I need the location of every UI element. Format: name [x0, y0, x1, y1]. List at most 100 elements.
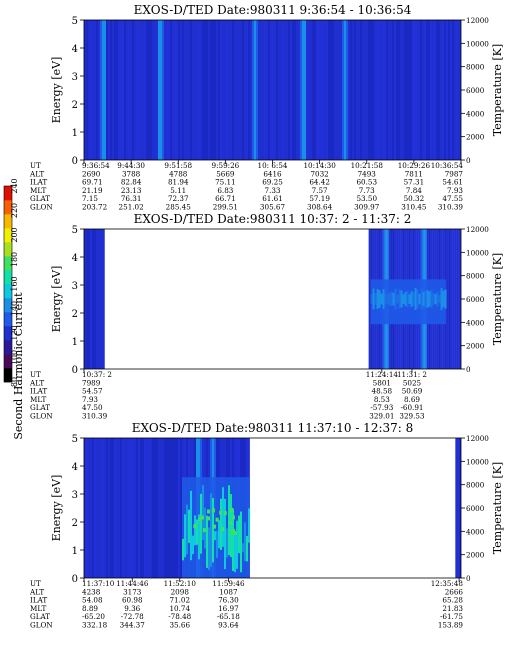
heatmap-column	[168, 20, 170, 160]
heatmap-column	[160, 20, 162, 160]
heatmap-feature	[226, 528, 228, 557]
y2-tick-label: 8000	[466, 272, 485, 281]
heatmap-column	[258, 20, 260, 160]
heatmap-column	[442, 20, 444, 160]
heatmap-column	[96, 229, 98, 369]
spectrogram-panel: EXOS-D/TED Date:980311 10:37: 2 - 11:37:…	[29, 212, 504, 421]
heatmap-column	[304, 20, 306, 160]
y-tick-label: 4	[72, 253, 78, 264]
heatmap-column	[214, 20, 216, 160]
heatmap-column	[232, 20, 234, 160]
heatmap-column	[369, 229, 371, 369]
y2-tick-label: 8000	[466, 481, 485, 490]
heatmap-column	[438, 20, 440, 160]
heatmap-feature	[212, 498, 214, 562]
heatmap-column	[92, 229, 94, 369]
heatmap-column	[216, 20, 218, 160]
heatmap-feature	[387, 294, 389, 303]
heatmap-feature	[405, 292, 407, 306]
heatmap-column	[206, 20, 208, 160]
ephemeris-value: 310.45	[401, 203, 427, 212]
heatmap-column	[92, 20, 94, 160]
heatmap-column	[166, 438, 168, 578]
heatmap-column	[112, 20, 114, 160]
heatmap-column	[280, 20, 282, 160]
heatmap-column	[126, 438, 128, 578]
y2-tick-label: 6000	[466, 295, 485, 304]
heatmap-column	[298, 20, 300, 160]
heatmap-column	[390, 20, 392, 160]
heatmap-column	[198, 20, 200, 160]
heatmap-feature	[389, 293, 391, 306]
y2-axis-label: Temperature [K]	[491, 253, 504, 345]
heatmap-column	[110, 438, 112, 578]
heatmap-feature	[383, 289, 385, 309]
ephemeris-value: 309.97	[354, 203, 380, 212]
heatmap-column	[348, 20, 350, 160]
heatmap-column	[114, 20, 116, 160]
heatmap-column	[134, 438, 136, 578]
heatmap-column	[124, 20, 126, 160]
heatmap-column	[322, 20, 324, 160]
heatmap-column	[164, 438, 166, 578]
heatmap-column	[190, 20, 192, 160]
heatmap-column	[254, 20, 256, 160]
heatmap-feature	[375, 293, 377, 305]
heatmap-feature	[224, 499, 226, 569]
y2-tick-label: 6000	[466, 86, 485, 95]
heatmap-column	[170, 20, 172, 160]
heatmap-column	[450, 20, 452, 160]
heatmap-column	[420, 20, 422, 160]
heatmap-column	[430, 20, 432, 160]
heatmap-feature	[443, 291, 445, 307]
heatmap-column	[114, 438, 116, 578]
ephemeris-table: UTALTILATMLTGLATGLON9:36:54269069.7121.1…	[29, 161, 463, 212]
ephemeris-value: 153.89	[438, 621, 464, 630]
heatmap-column	[104, 20, 106, 160]
heatmap-column	[130, 20, 132, 160]
ephemeris-table: UTALTILATMLTGLATGLON11:37:10423854.088.8…	[29, 579, 463, 630]
heatmap-column	[262, 20, 264, 160]
y2-tick-label: 12000	[466, 16, 489, 25]
heatmap-column	[136, 20, 138, 160]
y-tick-label: 1	[72, 546, 78, 557]
heatmap-feature	[188, 510, 190, 543]
heatmap-column	[202, 20, 204, 160]
heatmap-column	[250, 20, 252, 160]
heatmap-column	[204, 20, 206, 160]
y-tick-label: 0	[72, 574, 78, 585]
heatmap-column	[256, 20, 258, 160]
heatmap-column	[156, 20, 158, 160]
y-axis-label: Energy [eV]	[50, 475, 63, 542]
heatmap-column	[244, 20, 246, 160]
heatmap-column	[98, 229, 100, 369]
heatmap-feature	[208, 527, 210, 570]
heatmap-feature	[224, 511, 227, 515]
heatmap-column	[142, 438, 144, 578]
y2-tick-label: 0	[466, 156, 471, 165]
heatmap-column	[108, 20, 110, 160]
heatmap-column	[162, 438, 164, 578]
heatmap-column	[178, 438, 180, 578]
heatmap-column	[132, 438, 134, 578]
heatmap-feature	[429, 291, 431, 306]
heatmap-feature	[216, 531, 218, 558]
heatmap-column	[208, 20, 210, 160]
heatmap-column	[264, 20, 266, 160]
heatmap-column	[292, 20, 294, 160]
heatmap-column	[158, 20, 160, 160]
ephemeris-value: 93.64	[218, 621, 239, 630]
heatmap-column	[382, 20, 384, 160]
heatmap-column	[90, 20, 92, 160]
colorbar-tick-label: 180	[10, 252, 19, 267]
heatmap-feature	[207, 516, 210, 520]
ephemeris-value: 308.64	[307, 203, 333, 212]
heatmap-column	[146, 438, 148, 578]
heatmap-column	[172, 438, 174, 578]
heatmap-feature	[198, 517, 201, 521]
heatmap-column	[448, 20, 450, 160]
ephemeris-value: 332.18	[82, 621, 108, 630]
heatmap-column	[116, 438, 118, 578]
heatmap-column	[316, 20, 318, 160]
heatmap-feature	[415, 288, 417, 310]
